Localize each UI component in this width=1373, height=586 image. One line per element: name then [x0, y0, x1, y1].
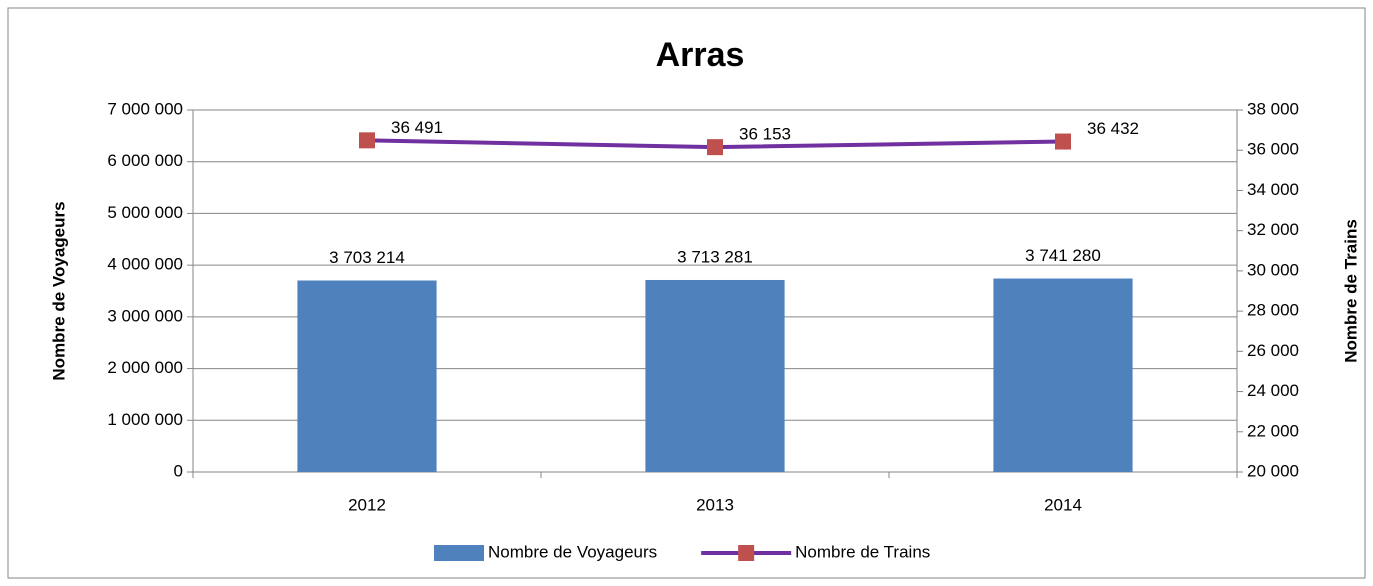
y-tick-label: 7 000 000 — [107, 99, 183, 118]
line-marker — [359, 132, 375, 149]
x-tick-label: 2012 — [348, 495, 386, 514]
bar-value-label: 3 703 214 — [329, 248, 405, 267]
y2-tick-label: 38 000 — [1247, 99, 1299, 118]
y2-tick-label: 28 000 — [1247, 301, 1299, 320]
y2-tick-label: 34 000 — [1247, 180, 1299, 199]
bar-value-label: 3 741 280 — [1025, 246, 1101, 265]
y-tick-label: 6 000 000 — [107, 151, 183, 170]
y2-tick-label: 26 000 — [1247, 341, 1299, 360]
x-tick-label: 2013 — [696, 495, 734, 514]
bar — [993, 278, 1133, 472]
y2-tick-label: 22 000 — [1247, 421, 1299, 440]
y2-tick-label: 30 000 — [1247, 260, 1299, 279]
legend-label: Nombre de Trains — [795, 542, 930, 561]
line-value-label: 36 153 — [739, 125, 791, 144]
y-axis-label: Nombre de Voyageurs — [49, 201, 68, 380]
line-marker — [707, 139, 723, 156]
y2-tick-label: 32 000 — [1247, 220, 1299, 239]
y-tick-label: 2 000 000 — [107, 358, 183, 377]
line-marker — [1055, 133, 1071, 150]
y2-tick-label: 20 000 — [1247, 461, 1299, 480]
x-tick-label: 2014 — [1044, 495, 1082, 514]
legend-marker — [738, 545, 755, 561]
y-tick-label: 4 000 000 — [107, 255, 183, 274]
line-value-label: 36 432 — [1087, 119, 1139, 138]
bar — [645, 279, 785, 472]
y-tick-label: 1 000 000 — [107, 410, 183, 429]
y-tick-label: 5 000 000 — [107, 203, 183, 222]
legend-swatch — [434, 545, 484, 561]
bar-value-label: 3 713 281 — [677, 247, 753, 266]
chart-title: Arras — [656, 36, 745, 74]
line-value-label: 36 491 — [391, 118, 443, 137]
legend-label: Nombre de Voyageurs — [488, 542, 657, 561]
y2-tick-label: 36 000 — [1247, 140, 1299, 159]
y2-tick-label: 24 000 — [1247, 381, 1299, 400]
y-tick-label: 0 — [174, 461, 183, 480]
y-tick-label: 3 000 000 — [107, 306, 183, 325]
bar — [297, 280, 437, 472]
y2-axis-label: Nombre de Trains — [1341, 219, 1360, 363]
